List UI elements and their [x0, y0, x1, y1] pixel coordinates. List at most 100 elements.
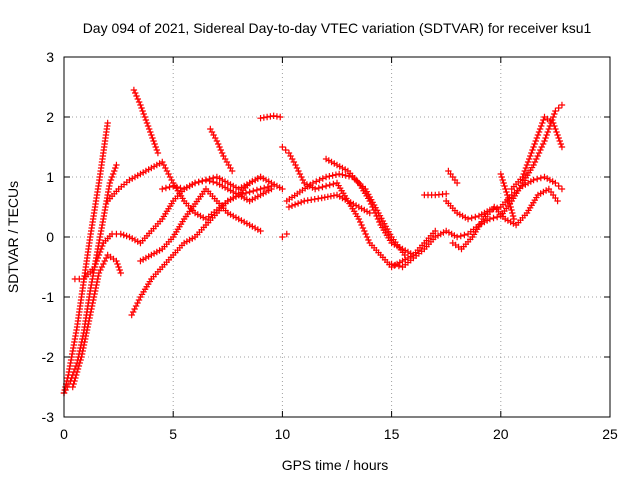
data-point [95, 272, 102, 280]
data-point [522, 164, 530, 172]
data-point [128, 311, 135, 319]
data-point [153, 146, 161, 154]
data-point [261, 184, 268, 192]
data-point [295, 167, 302, 175]
data-point [543, 131, 550, 139]
data-point [366, 209, 373, 217]
data-point [90, 296, 97, 304]
data-point [370, 206, 378, 214]
data-point [531, 158, 539, 166]
data-point [528, 149, 535, 157]
axis-ticks: 0 5 10 15 20 25 -3 -2 -1 0 1 2 3 [42, 49, 618, 442]
data-point [97, 266, 104, 274]
data-point [553, 128, 560, 136]
data-point [294, 200, 302, 207]
data-point [264, 183, 272, 191]
data-point [509, 212, 517, 220]
data-point [524, 158, 532, 166]
x-tick-label: 5 [169, 426, 177, 442]
data-point [534, 152, 541, 160]
data-point [242, 189, 250, 197]
data-point [508, 206, 515, 214]
data-point [279, 143, 286, 151]
data-point [357, 218, 364, 226]
data-point [298, 173, 305, 181]
data-point [369, 203, 376, 211]
series-s21 [508, 113, 566, 193]
data-point [361, 227, 368, 235]
data-point [493, 213, 501, 221]
data-point [173, 183, 181, 191]
data-point [363, 233, 371, 241]
data-point [285, 149, 293, 157]
data-point [253, 186, 261, 194]
data-point [443, 190, 450, 197]
data-point [486, 215, 494, 223]
data-point [159, 185, 166, 193]
data-point [374, 215, 382, 223]
data-marks [60, 86, 566, 397]
data-point [87, 311, 94, 319]
data-point [94, 254, 102, 262]
data-point [533, 134, 541, 142]
data-point [154, 149, 162, 157]
data-point [497, 170, 504, 178]
data-point [74, 365, 82, 373]
data-point [212, 134, 219, 142]
data-point [117, 269, 124, 277]
data-point [326, 173, 333, 180]
data-point [84, 323, 91, 331]
data-point [91, 263, 98, 271]
data-point [257, 185, 264, 193]
data-point [83, 326, 91, 334]
data-point [376, 218, 383, 226]
data-point [283, 230, 290, 238]
data-point [268, 185, 275, 193]
data-point [100, 260, 107, 268]
series-s17 [388, 101, 566, 271]
data-point [359, 224, 367, 232]
data-point [545, 125, 553, 133]
data-point [109, 170, 117, 178]
data-point [88, 305, 95, 313]
data-point [132, 302, 140, 310]
data-point [152, 143, 159, 151]
data-point [339, 171, 346, 178]
data-point [123, 232, 130, 240]
data-point [93, 281, 100, 289]
data-point [534, 175, 541, 183]
data-point [177, 184, 184, 192]
data-point [504, 194, 512, 202]
data-point [551, 110, 558, 118]
y-tick-label: -3 [42, 409, 55, 425]
data-point [202, 176, 210, 184]
data-point [98, 263, 106, 271]
data-point [148, 131, 155, 139]
data-point [500, 179, 507, 187]
data-point [432, 227, 439, 235]
data-point [78, 353, 85, 361]
data-point [551, 122, 558, 130]
y-tick-label: 0 [46, 229, 54, 245]
data-point [199, 177, 206, 185]
data-point [279, 185, 286, 193]
data-point [316, 176, 323, 184]
data-point [206, 177, 213, 185]
data-point [77, 356, 84, 364]
data-point [493, 204, 501, 212]
data-point [138, 104, 145, 112]
data-point [170, 182, 177, 190]
data-point [79, 347, 86, 355]
y-tick-label: -2 [42, 349, 55, 365]
data-point [133, 92, 140, 100]
data-point [290, 158, 298, 166]
data-point [135, 98, 143, 106]
data-point [210, 131, 217, 139]
data-point [537, 146, 544, 154]
data-point [134, 95, 142, 103]
data-point [101, 257, 108, 265]
data-point [558, 143, 566, 151]
y-tick-label: 3 [46, 49, 54, 65]
data-point [555, 182, 562, 190]
